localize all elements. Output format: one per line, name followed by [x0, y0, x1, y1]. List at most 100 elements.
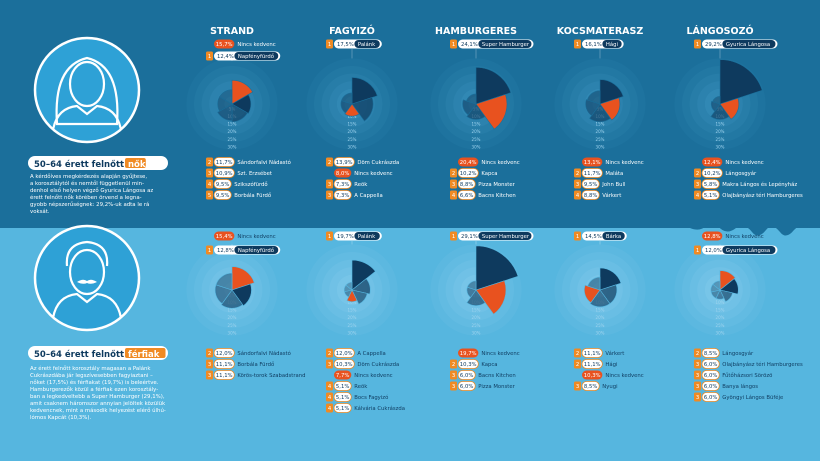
scale-ring-label: 25% [716, 137, 725, 142]
no-favourite-pill [582, 370, 603, 380]
percentage-pill [333, 348, 355, 358]
label: Makra Lángos és Lepényház [722, 181, 797, 188]
scale-ring-label: 25% [596, 137, 605, 142]
scale-ring-label: 30% [472, 330, 481, 335]
scale-ring-label: 20% [348, 315, 357, 320]
women-chart-3: 5%10%15%20%25%30% [554, 49, 646, 150]
ranking-tag: 4 5,1% Kálvária Cukrászda [326, 403, 405, 413]
label: Bacns Kitchen [478, 373, 516, 379]
top-pick-label-background [478, 40, 532, 48]
title-highlight-background [125, 158, 146, 168]
percentage: 7,7% [336, 373, 349, 379]
label: Nincs kedvenc [354, 171, 392, 177]
percentage: 5,8% [704, 182, 717, 188]
percentage: 15,7% [216, 42, 233, 48]
percentage-pill [581, 179, 600, 189]
percentage: 5,1% [336, 406, 349, 412]
no-favourite-pill [334, 370, 352, 380]
chart-sector [719, 97, 740, 120]
ranking-tag: 20,4% Nincs kedvenc [458, 157, 520, 167]
rank-number: 3 [452, 384, 455, 390]
label: Olajbányász téri Hamburgeres [722, 361, 803, 368]
percentage: 8,8% [584, 193, 597, 199]
scale-ring-label: 20% [228, 315, 237, 320]
percentage: 12,8% [217, 248, 234, 254]
rank-badge [450, 179, 457, 189]
percentage-pill [333, 403, 352, 413]
rank-badge [574, 179, 581, 189]
rank-badge [206, 359, 213, 369]
women-chart-0: 5%10%15%20%25%30% [186, 58, 278, 150]
chart-sector [719, 278, 739, 295]
men-chart-0: 5%10%15%20%25%30% [186, 244, 278, 336]
ranking-tag: 4 8,8% Várkert [574, 190, 621, 200]
men-description-line: nőket (17,5%) és férfiakat (19,7%) is be… [30, 379, 159, 386]
percentage: 6,0% [460, 373, 473, 379]
rank-badge [450, 39, 457, 49]
percentage-pill [213, 157, 235, 167]
percentage: 29,1% [461, 234, 478, 240]
women-chart-4: 5%10%15%20%25%30% [674, 49, 766, 150]
chart-sector [584, 284, 601, 304]
rank-badge [694, 392, 701, 402]
scale-ring-label: 15% [596, 308, 605, 313]
percentage: 17,5% [337, 42, 354, 48]
label: Körös-torok Szabadstrand [237, 373, 305, 379]
top-pick-label-background [354, 40, 380, 48]
scale-ring-label: 20% [348, 129, 357, 134]
chart-sector [475, 94, 508, 130]
rank-badge [450, 168, 457, 178]
percentage-pill [581, 381, 600, 391]
ranking-tag: 12,4% Nincs kedvenc [702, 157, 764, 167]
percentage: 12,0% [336, 351, 353, 357]
ranking-tag: 13,1% Nincs kedvenc [582, 157, 644, 167]
rank-number: 3 [696, 384, 699, 390]
rank-badge [574, 39, 581, 49]
chart-sector [231, 79, 254, 105]
women-title-main: 50–64 érett felnőtt [34, 159, 124, 170]
label: Nincs kedvenc [237, 234, 275, 240]
chart-sector [351, 259, 376, 291]
scale-ring-label: 25% [472, 323, 481, 328]
label: Nyugi [602, 384, 617, 390]
rank-number: 3 [208, 171, 211, 177]
percentage: 14,5% [585, 234, 602, 240]
percentage-pill [213, 190, 232, 200]
no-favourite-pill [458, 348, 479, 358]
label: Döm Cukrászda [357, 159, 399, 166]
percentage-pill [581, 168, 603, 178]
rank-number: 3 [576, 384, 579, 390]
percentage-pill [333, 381, 352, 391]
percentage-pill [213, 179, 232, 189]
percentage: 11,1% [584, 351, 601, 357]
shoulders-outline-icon [51, 104, 123, 131]
ranking-tag: 1 17,5% Palánk [326, 39, 382, 49]
ranking-tag: 3 6,0% Pizza Monster [450, 381, 516, 391]
chart-sector [599, 79, 624, 105]
percentage-pill [457, 359, 479, 369]
hair-outline-icon [55, 56, 119, 126]
men-description-line: amit csaknem háromszor annyian jelöltek … [30, 400, 166, 407]
ranking-tag: 3 7,3% A Cappella [326, 190, 383, 200]
ranking-tag: 3 7,3% Reök [326, 179, 368, 189]
women-description-line: voksát. [30, 208, 50, 215]
chart-sector [351, 289, 368, 305]
rank-number: 5 [208, 193, 211, 199]
percentage-pill [333, 190, 352, 200]
no-favourite-pill [214, 231, 235, 241]
scale-ring-label: 20% [716, 129, 725, 134]
percentage-pill [701, 392, 720, 402]
ranking-tag: 3 6,0% Olajbányász téri Hamburgeres [694, 359, 803, 369]
ranking-tag: 3 10,3% Döm Cukrászda [326, 359, 399, 369]
percentage: 6,0% [704, 395, 717, 401]
ranking-tag: 8,0% Nincs kedvenc [334, 168, 393, 178]
percentage-pill [213, 370, 235, 380]
chart-sector [231, 266, 255, 291]
chart-sector [719, 289, 733, 303]
percentage: 10,9% [216, 171, 233, 177]
label: Nincs kedvenc [605, 373, 643, 379]
percentage-pill [581, 190, 600, 200]
scale-ring-label: 30% [228, 330, 237, 335]
women-description-line: érett felnőtt nők körében örvend a legna… [30, 194, 142, 201]
